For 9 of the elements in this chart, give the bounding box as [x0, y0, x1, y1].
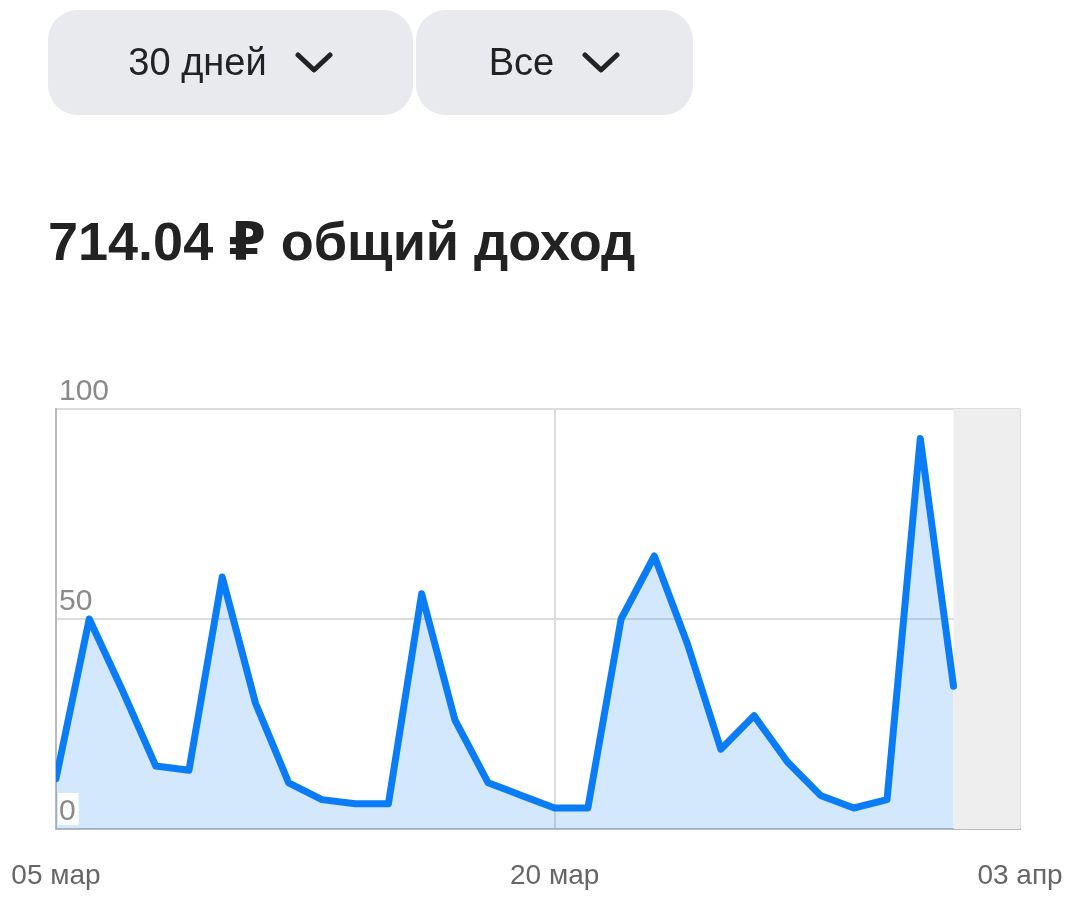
y-tick-label: 0 — [59, 793, 76, 826]
x-tick-label: 03 апр — [977, 859, 1063, 890]
text: Все — [488, 41, 555, 84]
chart-title: 714.04 ₽ общий доход — [48, 210, 636, 273]
x-tick-label: 05 мар — [11, 859, 101, 890]
y-tick-label: 50 — [59, 583, 93, 616]
y-tick-label: 100 — [59, 373, 110, 406]
x-tick-label: 20 мар — [509, 859, 600, 890]
text: 30 дней — [128, 41, 267, 84]
